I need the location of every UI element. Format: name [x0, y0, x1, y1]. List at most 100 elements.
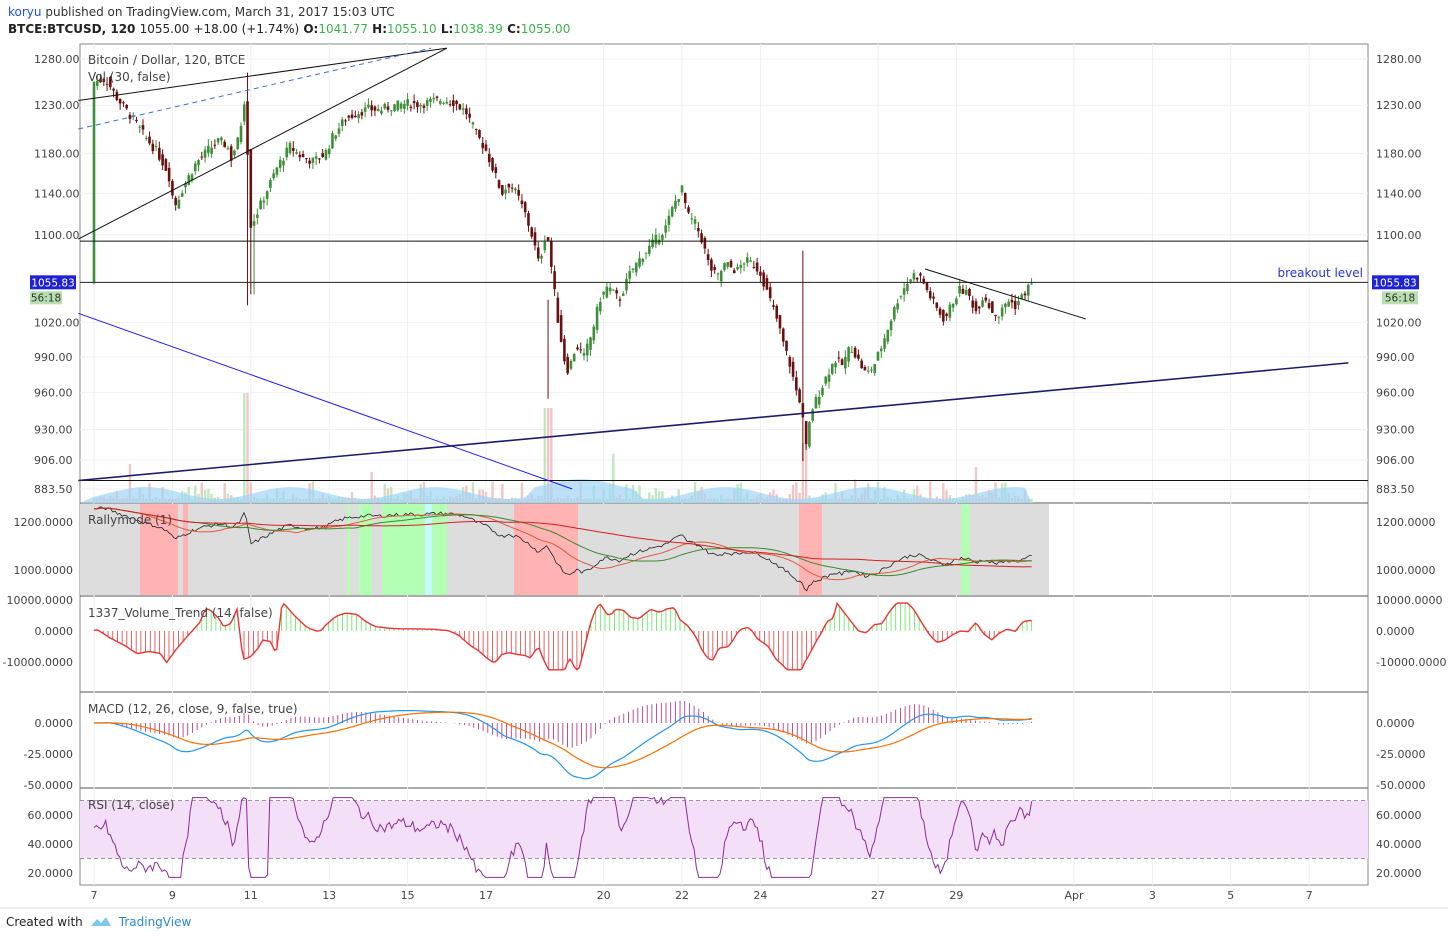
candle-body: [830, 363, 834, 374]
candle-body: [207, 146, 210, 153]
candle-body: [922, 278, 926, 284]
candle-body: [837, 357, 841, 359]
volume-bar: [942, 482, 945, 503]
candle-body: [1007, 301, 1010, 307]
price-axis-label-right-3: 1140.00: [1376, 187, 1422, 200]
volume-bar: [612, 453, 615, 503]
volume-bar: [194, 485, 197, 503]
candle-body: [262, 200, 266, 203]
candle-body: [514, 188, 517, 191]
candle-body: [452, 100, 455, 106]
candle-body: [510, 187, 514, 189]
candle-body: [768, 287, 772, 299]
candle-body: [938, 308, 942, 315]
pane-2-axis-left-0: 0.0000: [35, 717, 74, 730]
chart-area[interactable]: 1280.00 1280.00 1230.00 1230.00 1180.00 1180.…: [0, 40, 1448, 910]
candle-body: [520, 200, 524, 204]
rallymode-zone-4: [382, 504, 425, 595]
candle-body: [471, 122, 475, 125]
candle-body: [785, 340, 788, 351]
candle-body: [180, 193, 184, 197]
volume-bar: [657, 491, 661, 503]
candle-body: [690, 218, 694, 220]
candle-body: [321, 153, 324, 157]
volume-indicator-title: Vol (30, false): [88, 70, 171, 84]
candle-body: [693, 219, 697, 224]
candle-body: [981, 300, 984, 307]
candle-body: [448, 104, 452, 106]
candle-body: [331, 133, 334, 149]
rallymode-zone-9: [961, 504, 970, 595]
rallymode-fast-line: [93, 507, 1032, 581]
trendline-wedge-upper: [78, 47, 447, 102]
candle-body: [788, 357, 792, 367]
candle-body: [141, 125, 145, 130]
candle-body: [550, 240, 553, 267]
time-axis-label-6: 20: [597, 889, 611, 902]
candle-body: [229, 146, 233, 161]
candle-body: [193, 163, 197, 172]
candle-body: [566, 356, 569, 374]
candle-body: [455, 100, 458, 105]
price-axis-label-right-6: 990.00: [1376, 351, 1415, 364]
price-axis-label-right-5: 1020.00: [1376, 316, 1422, 329]
candle-body: [755, 262, 759, 272]
candle-body: [648, 245, 651, 254]
candle-body: [932, 296, 935, 299]
trendline-rising-support: [78, 362, 1349, 482]
open-value: 1041.77: [318, 22, 368, 36]
candle-body: [187, 175, 191, 185]
volume-ma-area: [80, 479, 1032, 503]
candle-body: [608, 287, 612, 292]
price-tag-right-text: 1055.83: [1373, 277, 1416, 289]
candle-body: [422, 105, 426, 108]
candle-body: [1010, 299, 1014, 303]
time-axis-label-7: 22: [675, 889, 689, 902]
candle-body: [340, 119, 344, 126]
tradingview-link[interactable]: TradingView: [118, 915, 192, 929]
candle-body: [432, 97, 436, 100]
candle-body: [977, 306, 981, 309]
volume-bar: [661, 491, 664, 503]
candle-body: [762, 272, 765, 287]
candle-body: [631, 268, 635, 270]
candle-body: [291, 147, 295, 151]
candle-body: [301, 153, 305, 157]
candle-body: [295, 152, 298, 154]
candle-body: [1020, 294, 1024, 300]
candle-body: [857, 354, 860, 359]
candle-body: [203, 149, 207, 158]
time-axis-label-4: 15: [401, 889, 415, 902]
rallymode-zone-7: [514, 504, 578, 595]
candle-body: [118, 98, 122, 104]
candle-body: [893, 307, 896, 320]
candle-body: [615, 290, 618, 294]
candle-body: [1017, 301, 1020, 306]
rallymode-slow-line: [93, 507, 1032, 568]
candle-body: [723, 262, 726, 270]
candle-body: [275, 167, 279, 175]
trendline-wedge-lower: [78, 47, 448, 240]
candle-body: [778, 315, 782, 329]
countdown-right-text: 56:18: [1385, 292, 1415, 304]
price-axis-label-right-2: 1180.00: [1376, 147, 1422, 160]
candle-body: [484, 144, 488, 151]
pane-1-axis-left-2: -10000.0000: [3, 656, 73, 669]
price-axis-label-right-9: 906.00: [1376, 454, 1415, 467]
candle-body: [811, 409, 814, 421]
candle-body: [184, 183, 187, 188]
author-link[interactable]: koryu: [8, 5, 42, 19]
candle-body: [396, 100, 400, 111]
volume-bar: [249, 482, 252, 503]
price-axis-label-left-5: 1020.00: [34, 316, 80, 329]
candle-body: [677, 199, 681, 202]
low-value: 1038.39: [453, 22, 503, 36]
candle-body: [174, 197, 177, 206]
candle-body: [948, 304, 952, 318]
candle-body: [226, 148, 230, 150]
candle-body: [961, 288, 965, 294]
pane-3-axis-right-2: 20.0000: [1376, 867, 1422, 880]
ohlc-header: BTCE:BTCUSD, 120 1055.00 +18.00 (+1.74%)…: [8, 22, 570, 36]
open-label: O:: [303, 22, 319, 36]
candle-body: [419, 104, 422, 107]
